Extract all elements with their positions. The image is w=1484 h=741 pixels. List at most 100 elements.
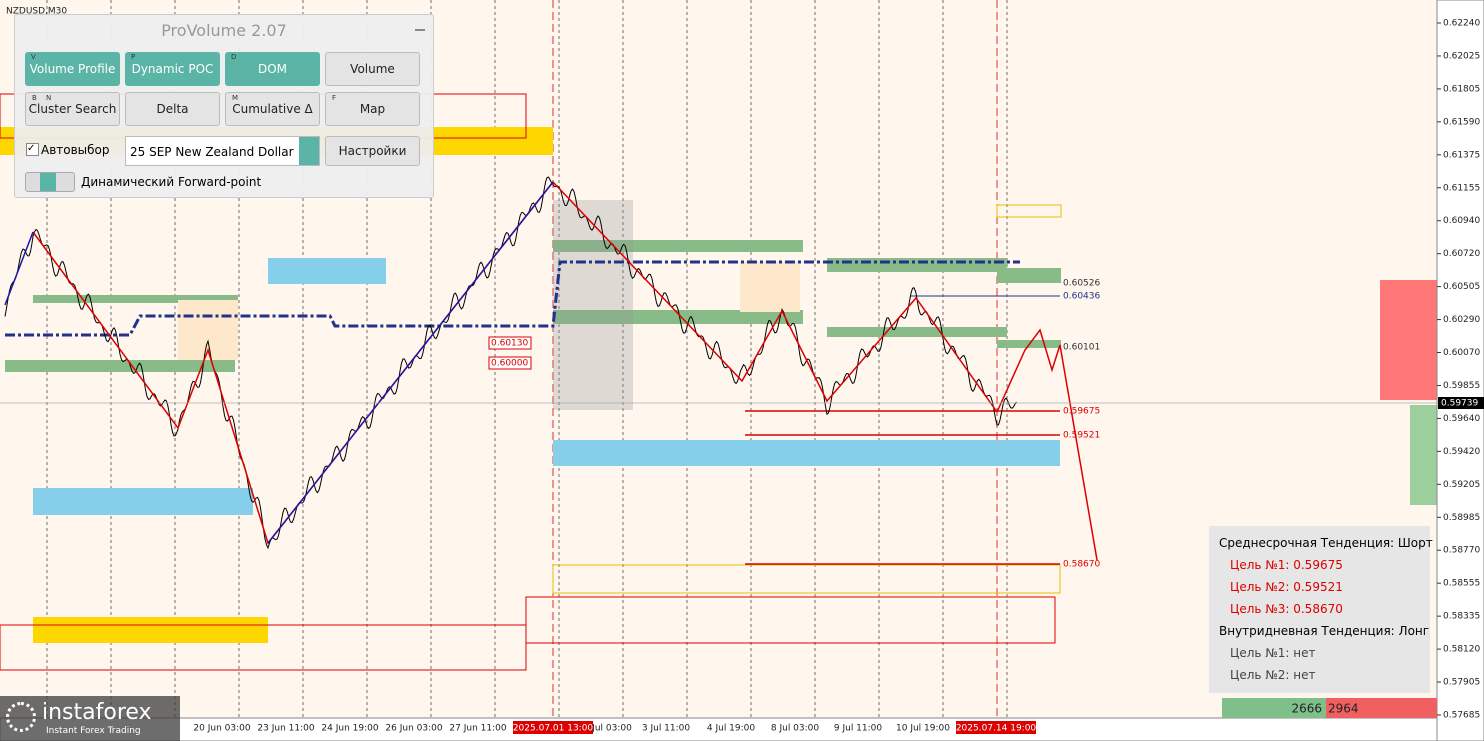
zone bbox=[553, 440, 1060, 466]
level-label: 0.60526 bbox=[1063, 279, 1100, 289]
tool-button[interactable]: Map F bbox=[325, 92, 420, 126]
contract-text: 25 SEP New Zealand Dollar bbox=[130, 145, 294, 159]
zone bbox=[268, 258, 386, 284]
level-label: 0.60130 bbox=[491, 339, 528, 349]
level-label: 0.59675 bbox=[1063, 407, 1100, 417]
hotkey: D bbox=[231, 53, 237, 61]
box bbox=[525, 596, 1056, 644]
zone bbox=[5, 360, 235, 372]
price-tick-label: 0.60720 bbox=[1443, 249, 1480, 259]
logo-icon bbox=[6, 702, 36, 732]
toggle-knob bbox=[40, 173, 56, 191]
buy-counter bbox=[1222, 698, 1326, 718]
tool-button[interactable]: Dynamic POC P bbox=[125, 52, 220, 86]
price-tick-label: 0.57685 bbox=[1443, 711, 1480, 721]
poc-line bbox=[5, 260, 1020, 337]
spinner[interactable] bbox=[299, 137, 319, 165]
price-tick-label: 0.59420 bbox=[1443, 447, 1480, 457]
contract-select[interactable]: 25 SEP New Zealand Dollar bbox=[125, 136, 320, 166]
provolume-panel: ProVolume 2.07 Volume Profile V Dynamic PO… bbox=[14, 14, 434, 198]
price-tick-label: 0.60070 bbox=[1443, 348, 1480, 358]
zone bbox=[553, 310, 803, 324]
level-tag bbox=[488, 336, 532, 350]
zone bbox=[33, 488, 253, 515]
tool-button[interactable]: DOM D bbox=[225, 52, 320, 86]
zone bbox=[740, 262, 800, 312]
price-tick-label: 0.60940 bbox=[1443, 216, 1480, 226]
settings-text: Настройки bbox=[338, 144, 407, 158]
price-tick-label: 0.61155 bbox=[1443, 183, 1480, 193]
price-tick-label: 0.59855 bbox=[1443, 381, 1480, 391]
logo-tagline: Instant Forex Trading bbox=[46, 726, 141, 736]
level-label: 0.60436 bbox=[1063, 292, 1100, 302]
volume-profile bbox=[1410, 405, 1437, 505]
minimize[interactable] bbox=[415, 29, 425, 31]
logo: instaforex Instant Forex Trading bbox=[0, 696, 180, 741]
price-tick-label: 0.59640 bbox=[1443, 414, 1480, 424]
hotkey: B bbox=[32, 94, 37, 102]
volume-profile bbox=[1380, 280, 1437, 400]
tool-button[interactable]: Volume Profile V bbox=[25, 52, 120, 86]
price-tick-label: 0.60505 bbox=[1443, 282, 1480, 292]
level-label: 0.59521 bbox=[1063, 431, 1100, 441]
time-label: 26 Jun 03:00 bbox=[385, 724, 442, 734]
hotkey: P bbox=[131, 53, 136, 61]
button-label: Volume Profile bbox=[29, 62, 116, 76]
forward-toggle[interactable] bbox=[25, 172, 75, 192]
time-label: 8 Jul 03:00 bbox=[771, 724, 820, 734]
logo-name: instaforex bbox=[42, 700, 152, 725]
mid-term-trend: Среднесрочная Тенденция: Шорт bbox=[1219, 536, 1433, 550]
time-label: 24 Jun 19:00 bbox=[321, 724, 378, 734]
button-label: DOM bbox=[257, 62, 288, 76]
price-axis bbox=[1436, 0, 1484, 741]
level-tag bbox=[488, 356, 532, 370]
buy-count: 2666 bbox=[1291, 702, 1322, 716]
time-label: 23 Jun 11:00 bbox=[257, 724, 314, 734]
zone bbox=[33, 617, 268, 643]
mid-target: Цель №2: 0.59521 bbox=[1230, 580, 1343, 594]
sell-count: 2964 bbox=[1328, 702, 1359, 716]
tool-button[interactable]: Cluster Search B N bbox=[25, 92, 120, 126]
tool-button[interactable]: Delta bbox=[125, 92, 220, 126]
button-label: Delta bbox=[156, 102, 189, 116]
wave-line bbox=[4, 231, 34, 306]
mid-target: Цель №1: 0.59675 bbox=[1230, 558, 1343, 572]
price-tick-label: 0.60290 bbox=[1443, 315, 1480, 325]
price-tick-label: 0.58985 bbox=[1443, 513, 1480, 523]
price-tick-label: 0.58555 bbox=[1443, 579, 1480, 589]
zone bbox=[33, 295, 238, 303]
sell-counter bbox=[1326, 698, 1437, 718]
time-label: 20 Jun 03:00 bbox=[193, 724, 250, 734]
intraday-target: Цель №2: нет bbox=[1230, 668, 1316, 682]
time-label: 10 Jul 19:00 bbox=[896, 724, 950, 734]
time-label: 4 Jul 19:00 bbox=[707, 724, 756, 734]
button-label: Dynamic POC bbox=[131, 62, 214, 76]
price-tick-label: 0.62240 bbox=[1443, 19, 1480, 29]
intraday-trend: Внутридневная Тенденция: Лонг bbox=[1219, 624, 1430, 638]
zone bbox=[827, 327, 1007, 337]
price-tick-label: 0.62025 bbox=[1443, 51, 1480, 61]
intraday-target: Цель №1: нет bbox=[1230, 646, 1316, 660]
price-tick-label: 0.61805 bbox=[1443, 84, 1480, 94]
tool-button[interactable]: Volume bbox=[325, 52, 420, 86]
level-label: 0.60000 bbox=[491, 359, 528, 369]
time-label: 9 Jul 11:00 bbox=[834, 724, 883, 734]
mid-target: Цель №3: 0.58670 bbox=[1230, 602, 1343, 616]
current-price-tag bbox=[1438, 397, 1484, 409]
auto-select-checkbox[interactable]: ✓ bbox=[26, 143, 39, 156]
time-label: 2025.07.01 13:00 bbox=[513, 724, 594, 734]
time-tag bbox=[956, 721, 1036, 734]
forward-label: Динамический Forward-point bbox=[81, 175, 262, 189]
price-tick-label: 0.58770 bbox=[1443, 546, 1480, 556]
hotkey: F bbox=[332, 94, 337, 102]
button-label: Cumulative Δ bbox=[232, 102, 313, 116]
zone bbox=[997, 268, 1061, 283]
zigzag bbox=[32, 180, 998, 545]
settings-button[interactable]: Настройки bbox=[325, 136, 420, 166]
price-tick-label: 0.58335 bbox=[1443, 612, 1480, 622]
button-label: Map bbox=[359, 102, 386, 116]
button-label: Volume bbox=[350, 62, 395, 76]
wave-line bbox=[267, 181, 554, 544]
